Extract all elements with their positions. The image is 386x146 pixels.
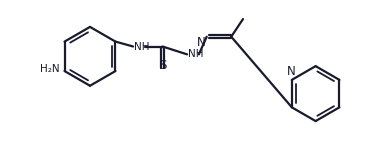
- Text: H₂N: H₂N: [40, 64, 59, 74]
- Text: S: S: [159, 59, 166, 72]
- Text: NH: NH: [188, 49, 203, 59]
- Text: N: N: [197, 36, 206, 49]
- Text: N: N: [286, 65, 295, 78]
- Text: NH: NH: [134, 41, 150, 52]
